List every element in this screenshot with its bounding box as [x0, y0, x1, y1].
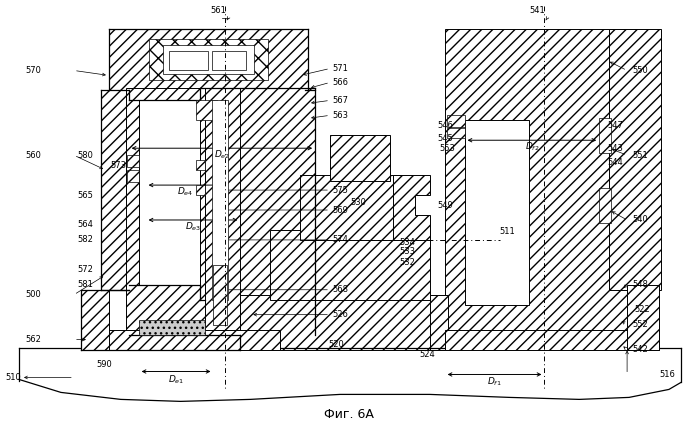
Text: 526: 526 — [332, 310, 348, 319]
Text: 522: 522 — [634, 305, 650, 314]
Bar — [127, 155, 138, 167]
Text: $D_{e4}$: $D_{e4}$ — [178, 186, 194, 199]
Bar — [445, 29, 639, 334]
Text: 544: 544 — [607, 158, 623, 167]
Bar — [138, 101, 201, 285]
Text: 566: 566 — [332, 78, 348, 87]
Text: 510: 510 — [6, 373, 21, 382]
Text: 530: 530 — [350, 198, 366, 207]
Bar — [196, 160, 206, 170]
Text: 524: 524 — [420, 350, 435, 359]
Text: 545: 545 — [438, 134, 454, 143]
Bar — [445, 330, 659, 350]
Bar — [101, 90, 129, 290]
Text: 547: 547 — [607, 121, 623, 130]
Text: 534: 534 — [400, 239, 416, 248]
Text: 532: 532 — [400, 258, 416, 268]
Text: 590: 590 — [97, 360, 113, 369]
Text: $D_{e2}$: $D_{e2}$ — [214, 149, 230, 161]
Bar — [196, 185, 206, 195]
Text: 533: 533 — [400, 248, 416, 256]
Text: 550: 550 — [632, 66, 648, 75]
Text: 549: 549 — [438, 201, 454, 210]
Text: 573: 573 — [110, 161, 127, 170]
Text: Фиг. 6А: Фиг. 6А — [324, 408, 374, 421]
Bar — [599, 188, 611, 223]
Text: 553: 553 — [440, 144, 456, 153]
Bar — [465, 120, 529, 305]
Text: 516: 516 — [659, 370, 675, 379]
Bar — [300, 175, 400, 240]
Bar — [240, 295, 449, 350]
Bar — [447, 115, 465, 127]
Bar — [447, 128, 465, 138]
Bar — [212, 101, 229, 300]
Bar — [212, 51, 246, 70]
Text: 500: 500 — [25, 290, 41, 299]
Text: 568: 568 — [332, 285, 348, 294]
Text: 570: 570 — [25, 66, 41, 75]
Bar — [127, 170, 138, 182]
Text: 543: 543 — [607, 144, 623, 153]
Text: 569: 569 — [332, 205, 348, 215]
Bar — [196, 101, 217, 120]
Bar — [609, 29, 661, 290]
Bar — [213, 265, 227, 325]
Text: 551: 551 — [632, 151, 648, 160]
Text: 565: 565 — [77, 190, 93, 199]
Text: 563: 563 — [332, 111, 348, 120]
Text: 561: 561 — [210, 6, 226, 15]
Bar — [81, 330, 280, 350]
Text: 560: 560 — [25, 151, 41, 160]
Bar — [430, 295, 447, 350]
Text: 581: 581 — [77, 280, 93, 289]
Bar — [271, 230, 430, 300]
Bar — [627, 285, 659, 350]
Bar — [168, 51, 208, 70]
Text: 567: 567 — [332, 96, 348, 105]
Text: $D_{f1}$: $D_{f1}$ — [487, 375, 502, 388]
Text: 575: 575 — [332, 186, 348, 195]
Bar — [206, 89, 240, 348]
Text: 548: 548 — [632, 280, 648, 289]
Bar — [109, 29, 308, 92]
Text: 542: 542 — [632, 345, 648, 354]
Text: 582: 582 — [77, 236, 93, 245]
Text: 571: 571 — [332, 64, 348, 73]
Bar — [81, 290, 109, 350]
Text: 541: 541 — [530, 6, 545, 15]
Text: $D_{e1}$: $D_{e1}$ — [168, 373, 185, 386]
Bar — [126, 89, 315, 334]
Text: 562: 562 — [25, 335, 41, 344]
Bar — [599, 118, 611, 153]
Text: 511: 511 — [500, 227, 515, 236]
Bar — [149, 39, 268, 81]
Text: 520: 520 — [328, 340, 344, 349]
Bar — [138, 320, 206, 334]
Text: 580: 580 — [77, 151, 93, 160]
Bar — [163, 45, 254, 75]
Text: 540: 540 — [632, 216, 648, 225]
Polygon shape — [393, 175, 430, 240]
Text: $D_{e3}$: $D_{e3}$ — [185, 221, 201, 233]
Text: 546: 546 — [438, 121, 454, 130]
Text: 552: 552 — [632, 320, 648, 329]
Text: 564: 564 — [77, 221, 93, 230]
Bar — [330, 135, 390, 181]
Text: $D_{f2}$: $D_{f2}$ — [525, 141, 539, 153]
Text: 572: 572 — [77, 265, 93, 274]
Text: 574: 574 — [332, 236, 348, 245]
